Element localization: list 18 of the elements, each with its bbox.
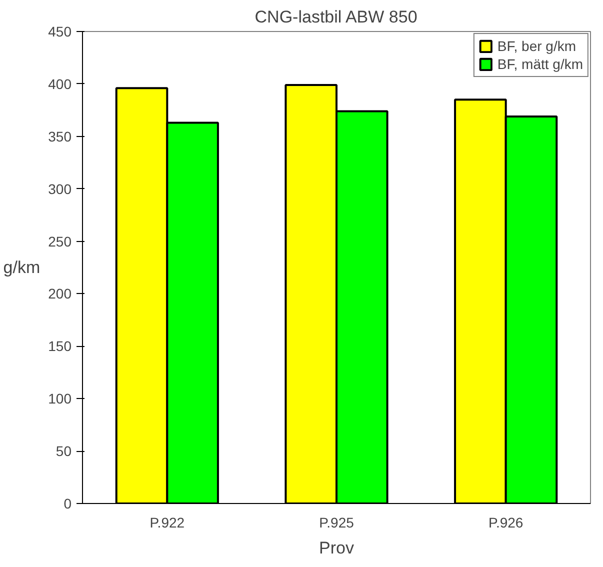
y-tick-label: 350 bbox=[48, 128, 72, 144]
y-tick-label: 450 bbox=[48, 24, 72, 40]
x-tick-label: P.925 bbox=[319, 514, 354, 530]
x-axis-title: Prov bbox=[319, 538, 354, 558]
x-tick-label: P.922 bbox=[150, 514, 185, 530]
y-tick-label: 50 bbox=[56, 443, 72, 460]
y-tick-label: 400 bbox=[48, 76, 72, 92]
legend-label: BF, mätt g/km bbox=[497, 56, 583, 72]
x-tick-label: P.926 bbox=[488, 514, 524, 530]
y-tick-label: 150 bbox=[48, 338, 72, 354]
y-tick-label: 300 bbox=[48, 180, 72, 197]
y-tick-label: 200 bbox=[48, 286, 72, 302]
y-tick-label: 100 bbox=[48, 390, 72, 407]
y-axis-title: g/km bbox=[3, 258, 40, 277]
legend-label: BF, ber g/km bbox=[497, 38, 576, 54]
chart-title: CNG-lastbil ABW 850 bbox=[254, 8, 418, 26]
y-tick-label: 0 bbox=[64, 496, 72, 512]
y-tick-label: 250 bbox=[48, 233, 72, 250]
